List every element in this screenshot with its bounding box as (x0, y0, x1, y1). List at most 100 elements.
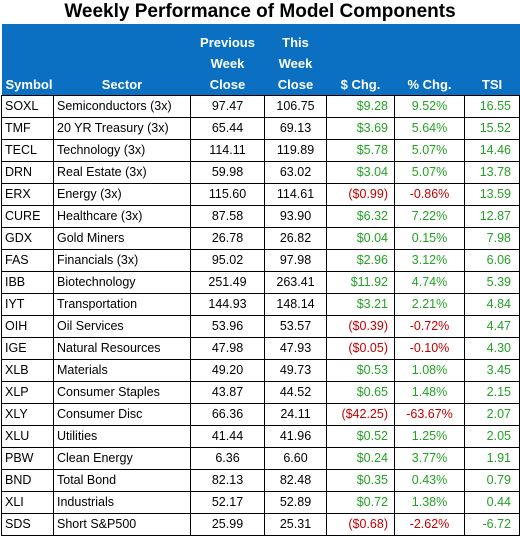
tsi-cell: 12.87 (464, 204, 520, 228)
sector-cell: Transportation (53, 292, 191, 316)
table-row: IBB Biotechnology 251.49 263.41 $11.92 4.74% 5… (1, 270, 520, 294)
header-this-week-close: This Week Close (264, 24, 327, 95)
sector-cell: Financials (3x) (53, 248, 191, 272)
previous-close-cell: 115.60 (190, 182, 265, 206)
symbol-cell: FAS (1, 248, 54, 272)
tsi-cell: 2.07 (464, 402, 520, 426)
table-row: IYT Transportation 144.93 148.14 $3.21 2.21% 4… (1, 292, 520, 316)
sector-cell: Gold Miners (53, 226, 191, 250)
tsi-cell: 13.78 (464, 160, 520, 184)
header-row: Symbol Sector Previous Week Close This W… (1, 24, 520, 95)
this-close-cell: 263.41 (264, 270, 327, 294)
table-row: GDX Gold Miners 26.78 26.82 $0.04 0.15% 7.98 (1, 226, 520, 250)
this-close-cell: 106.75 (264, 94, 327, 118)
percent-change-cell: 9.52% (394, 94, 465, 118)
table-row: SOXL Semiconductors (3x) 97.47 106.75 $9.28 9… (1, 94, 520, 118)
previous-close-cell: 97.47 (190, 94, 265, 118)
dollar-change-cell: $0.04 (326, 226, 395, 250)
tsi-cell: 13.59 (464, 182, 520, 206)
this-close-cell: 52.89 (264, 490, 327, 514)
sector-cell: Natural Resources (53, 336, 191, 360)
table-row: CURE Healthcare (3x) 87.58 93.90 $6.32 7.22% 1… (1, 204, 520, 228)
this-close-cell: 148.14 (264, 292, 327, 316)
percent-change-cell: -0.72% (394, 314, 465, 338)
dollar-change-cell: ($0.99) (326, 182, 395, 206)
symbol-cell: XLY (1, 402, 54, 426)
table-body: SOXL Semiconductors (3x) 97.47 106.75 $9.28 9… (1, 94, 520, 536)
dollar-change-cell: $0.35 (326, 468, 395, 492)
this-close-cell: 25.31 (264, 512, 327, 536)
table-row: XLB Materials 49.20 49.73 $0.53 1.08% 3.45 (1, 358, 520, 382)
percent-change-cell: 3.77% (394, 446, 465, 470)
this-close-cell: 97.98 (264, 248, 327, 272)
percent-change-cell: 0.43% (394, 468, 465, 492)
header-previous-week-close: Previous Week Close (190, 24, 265, 95)
symbol-cell: IYT (1, 292, 54, 316)
symbol-cell: XLU (1, 424, 54, 448)
table-row: DRN Real Estate (3x) 59.98 63.02 $3.04 5.07% 1… (1, 160, 520, 184)
tsi-cell: 5.39 (464, 270, 520, 294)
previous-close-cell: 59.98 (190, 160, 265, 184)
this-close-cell: 119.89 (264, 138, 327, 162)
percent-change-cell: 1.25% (394, 424, 465, 448)
this-close-cell: 26.82 (264, 226, 327, 250)
previous-close-cell: 53.96 (190, 314, 265, 338)
sector-cell: Clean Energy (53, 446, 191, 470)
percent-change-cell: 0.15% (394, 226, 465, 250)
this-close-cell: 63.02 (264, 160, 327, 184)
dollar-change-cell: $0.24 (326, 446, 395, 470)
previous-close-cell: 87.58 (190, 204, 265, 228)
percent-change-cell: 1.08% (394, 358, 465, 382)
dollar-change-cell: $0.53 (326, 358, 395, 382)
sector-cell: Consumer Disc (53, 402, 191, 426)
header-this-line-1: This (282, 34, 309, 50)
previous-close-cell: 82.13 (190, 468, 265, 492)
symbol-cell: IBB (1, 270, 54, 294)
previous-close-cell: 47.98 (190, 336, 265, 360)
symbol-cell: XLI (1, 490, 54, 514)
dollar-change-cell: $3.69 (326, 116, 395, 140)
symbol-cell: CURE (1, 204, 54, 228)
sector-cell: Utilities (53, 424, 191, 448)
page-title: Weekly Performance of Model Components (64, 1, 456, 22)
previous-close-cell: 41.44 (190, 424, 265, 448)
this-close-cell: 82.48 (264, 468, 327, 492)
percent-change-cell: 1.48% (394, 380, 465, 404)
table-row: XLP Consumer Staples 43.87 44.52 $0.65 1.48% 2… (1, 380, 520, 404)
this-close-cell: 114.61 (264, 182, 327, 206)
tsi-cell: 2.15 (464, 380, 520, 404)
dollar-change-cell: ($0.68) (326, 512, 395, 536)
dollar-change-cell: $6.32 (326, 204, 395, 228)
symbol-cell: XLP (1, 380, 54, 404)
percent-change-cell: 7.22% (394, 204, 465, 228)
symbol-cell: BND (1, 468, 54, 492)
symbol-cell: IGE (1, 336, 54, 360)
sector-cell: Healthcare (3x) (53, 204, 191, 228)
previous-close-cell: 251.49 (190, 270, 265, 294)
sector-cell: Industrials (53, 490, 191, 514)
percent-change-cell: -63.67% (394, 402, 465, 426)
sector-cell: Consumer Staples (53, 380, 191, 404)
sector-cell: Short S&P500 (53, 512, 191, 536)
dollar-change-cell: $5.78 (326, 138, 395, 162)
percent-change-cell: -0.10% (394, 336, 465, 360)
header-percent-change: % Chg. (394, 24, 465, 95)
tsi-cell: 7.98 (464, 226, 520, 250)
this-close-cell: 6.60 (264, 446, 327, 470)
sector-cell: Technology (3x) (53, 138, 191, 162)
tsi-cell: 4.84 (464, 292, 520, 316)
percent-change-cell: 5.64% (394, 116, 465, 140)
this-close-cell: 24.11 (264, 402, 327, 426)
tsi-cell: 0.79 (464, 468, 520, 492)
tsi-cell: 6.06 (464, 248, 520, 272)
sector-cell: Real Estate (3x) (53, 160, 191, 184)
table-row: XLY Consumer Disc 66.36 24.11 ($42.25) -63.67… (1, 402, 520, 426)
previous-close-cell: 114.11 (190, 138, 265, 162)
dollar-change-cell: ($42.25) (326, 402, 395, 426)
symbol-cell: XLB (1, 358, 54, 382)
dollar-change-cell: $2.96 (326, 248, 395, 272)
previous-close-cell: 144.93 (190, 292, 265, 316)
sector-cell: 20 YR Treasury (3x) (53, 116, 191, 140)
this-close-cell: 44.52 (264, 380, 327, 404)
table-row: FAS Financials (3x) 95.02 97.98 $2.96 3.12% 6.… (1, 248, 520, 272)
